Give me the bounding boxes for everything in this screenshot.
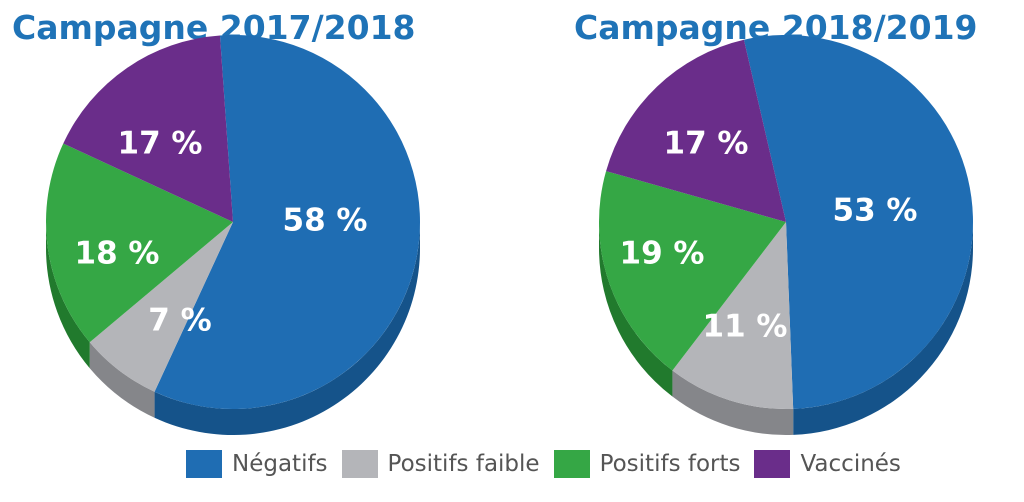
slice-label-positifs-faible: 11 % bbox=[703, 309, 788, 345]
slice-label-vaccines: 17 % bbox=[118, 126, 203, 162]
pie-slice-negatifs bbox=[154, 35, 421, 409]
slice-label-positifs-faible: 7 % bbox=[148, 303, 211, 339]
legend-label-negatifs: Négatifs bbox=[232, 451, 328, 477]
legend-swatch-positifs-forts bbox=[553, 450, 590, 478]
pie-side-positifs-faible bbox=[672, 370, 794, 435]
pie-charts: 58 % 7 % 18 % 17 % 53 % 11 % 19 % 17 % bbox=[46, 34, 974, 436]
slice-label-vaccines: 17 % bbox=[664, 126, 749, 162]
pie-slice-vaccines bbox=[63, 35, 234, 223]
pie-1: 53 % 11 % 19 % 17 % bbox=[598, 34, 974, 435]
legend-label-positifs-faible: Positifs faible bbox=[387, 451, 540, 477]
legend-swatch-positifs-faible bbox=[341, 450, 378, 478]
legend-swatch-vaccines bbox=[754, 450, 791, 478]
slice-label-positifs-forts: 18 % bbox=[75, 236, 160, 272]
pie-side-positifs-forts bbox=[46, 222, 90, 369]
legend-swatch-negatifs bbox=[186, 450, 222, 478]
pie-slice-positifs-forts bbox=[598, 171, 786, 371]
pie-side-positifs-faible bbox=[89, 342, 155, 418]
pie-side-negatifs bbox=[154, 222, 421, 436]
legend-item-vaccines: Vaccinés bbox=[754, 450, 901, 478]
pie-side-negatifs bbox=[793, 222, 973, 435]
pie-slice-negatifs bbox=[743, 34, 974, 409]
slice-label-negatifs: 53 % bbox=[833, 193, 918, 229]
slice-label-positifs-forts: 19 % bbox=[620, 236, 705, 272]
pie-0: 58 % 7 % 18 % 17 % bbox=[46, 35, 421, 436]
legend-label-positifs-forts: Positifs forts bbox=[599, 451, 741, 477]
pie-slice-vaccines bbox=[606, 39, 786, 222]
legend-item-positifs-faible: Positifs faible bbox=[341, 450, 540, 478]
slice-label-negatifs: 58 % bbox=[283, 203, 368, 239]
legend: Négatifs Positifs faible Positifs forts … bbox=[186, 450, 915, 478]
pie-slice-positifs-forts bbox=[46, 143, 233, 343]
legend-item-negatifs: Négatifs bbox=[186, 450, 328, 478]
legend-item-positifs-forts: Positifs forts bbox=[553, 450, 741, 478]
pie-side-positifs-forts bbox=[599, 222, 673, 397]
pie-slice-positifs-faible bbox=[89, 222, 233, 392]
pie-slice-positifs-faible bbox=[672, 222, 794, 409]
legend-label-vaccines: Vaccinés bbox=[800, 451, 901, 477]
